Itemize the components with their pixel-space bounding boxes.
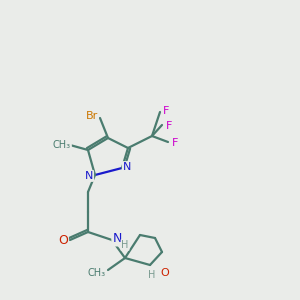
Text: CH₃: CH₃ bbox=[88, 268, 106, 278]
Text: F: F bbox=[166, 121, 172, 131]
Text: F: F bbox=[172, 138, 178, 148]
Text: CH₃: CH₃ bbox=[53, 140, 71, 150]
Text: H: H bbox=[121, 240, 129, 250]
Text: H: H bbox=[148, 270, 156, 280]
Text: N: N bbox=[85, 171, 93, 181]
Text: O: O bbox=[160, 268, 169, 278]
Text: Br: Br bbox=[86, 111, 98, 121]
Text: N: N bbox=[123, 162, 131, 172]
Text: F: F bbox=[163, 106, 169, 116]
Text: O: O bbox=[58, 235, 68, 248]
Text: N: N bbox=[112, 232, 122, 245]
